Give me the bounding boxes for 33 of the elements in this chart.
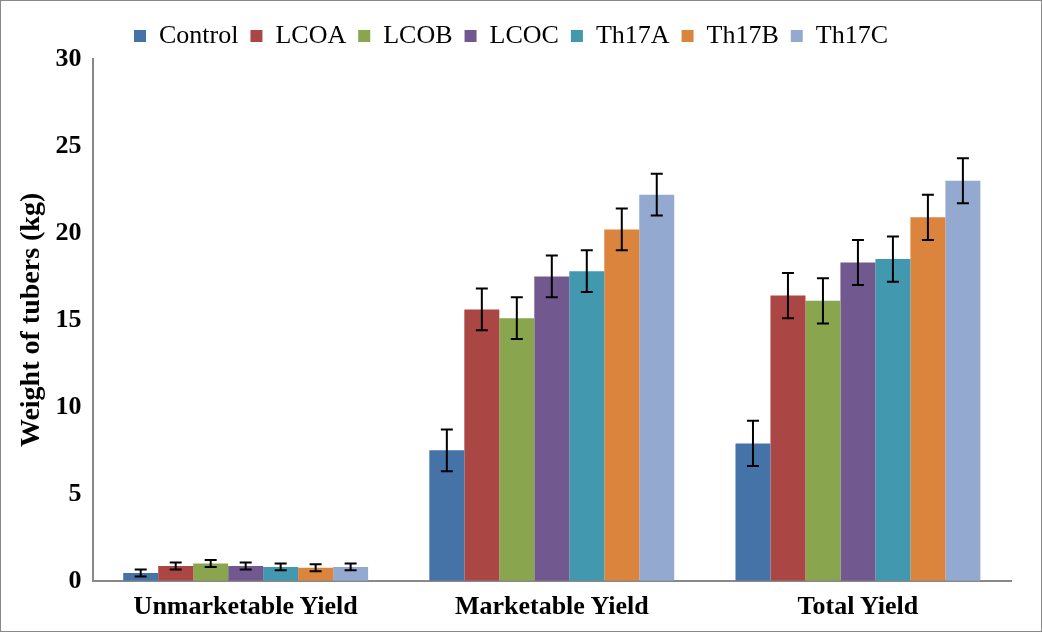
bar xyxy=(193,563,229,581)
bar xyxy=(429,450,465,581)
bar xyxy=(735,443,771,581)
y-tick-label: 0 xyxy=(68,564,82,594)
x-tick-label: Unmarketable Yield xyxy=(133,591,359,621)
bar xyxy=(875,259,911,581)
legend-label: Th17A xyxy=(595,19,670,49)
bar xyxy=(604,229,640,581)
legend-label: Th17C xyxy=(815,19,889,49)
bar xyxy=(770,295,806,581)
bar xyxy=(910,217,946,581)
legend-label: LCOC xyxy=(489,19,559,49)
bar xyxy=(805,300,841,581)
bar xyxy=(464,309,500,581)
x-tick-label: Marketable Yield xyxy=(454,591,650,621)
legend-label: LCOB xyxy=(383,19,453,49)
y-tick-label: 30 xyxy=(55,42,82,72)
y-tick-label: 15 xyxy=(55,303,82,333)
bar xyxy=(569,271,605,581)
legend-label: LCOA xyxy=(275,19,347,49)
bar xyxy=(840,262,876,581)
bar xyxy=(534,276,570,581)
y-axis-title: Weight of tubers (kg) xyxy=(14,192,46,448)
legend-label: Th17B xyxy=(706,19,779,49)
x-tick-label: Total Yield xyxy=(797,591,919,621)
y-tick-label: 5 xyxy=(68,477,82,507)
y-tick-label: 20 xyxy=(55,216,82,246)
bar xyxy=(499,318,535,581)
legend-label: Control xyxy=(158,19,239,49)
y-tick-label: 25 xyxy=(55,129,82,159)
y-tick-label: 10 xyxy=(55,390,82,420)
bar xyxy=(945,180,981,581)
bar xyxy=(639,194,675,581)
